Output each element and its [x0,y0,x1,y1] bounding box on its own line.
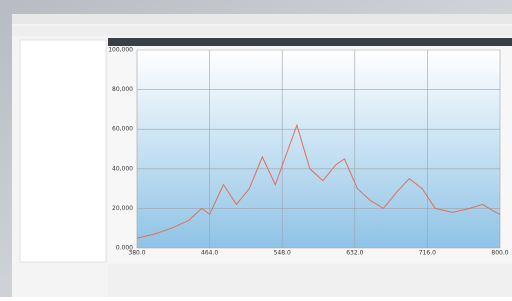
page: 0.00020,00040,00060,00080,000100,000380.… [0,0,512,297]
tree-panel[interactable] [20,40,106,262]
y-tick-label: 40,000 [112,165,133,172]
menu-bar [12,14,512,24]
y-tick-label: 80,000 [112,86,133,93]
screen: 0.00020,00040,00060,00080,000100,000380.… [0,0,512,297]
x-tick-label: 380.0 [128,250,145,257]
y-tick-label: 60,000 [112,126,133,133]
y-tick-label: 100,000 [108,47,133,54]
x-tick-label: 548.0 [274,250,291,257]
y-tick-label: 20,000 [112,205,133,212]
x-tick-label: 800.0 [491,250,508,257]
tab-bar[interactable] [108,38,512,46]
status-panel [108,264,512,297]
x-tick-label: 632.0 [346,250,363,257]
x-tick-label: 716.0 [419,250,436,257]
toolbar[interactable] [12,26,512,36]
x-tick-label: 464.0 [201,250,218,257]
